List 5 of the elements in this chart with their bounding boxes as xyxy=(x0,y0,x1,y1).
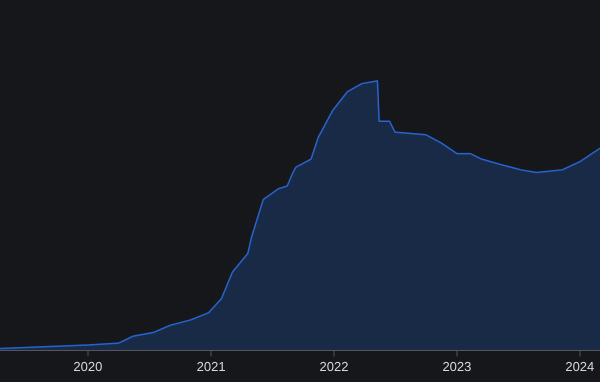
x-tick-label: 2023 xyxy=(442,358,472,374)
x-tick-label: 2020 xyxy=(73,358,102,374)
x-tick-label: 2021 xyxy=(196,358,226,374)
x-tick-label: 2022 xyxy=(320,358,348,374)
x-tick-label: 2024 xyxy=(565,358,594,374)
